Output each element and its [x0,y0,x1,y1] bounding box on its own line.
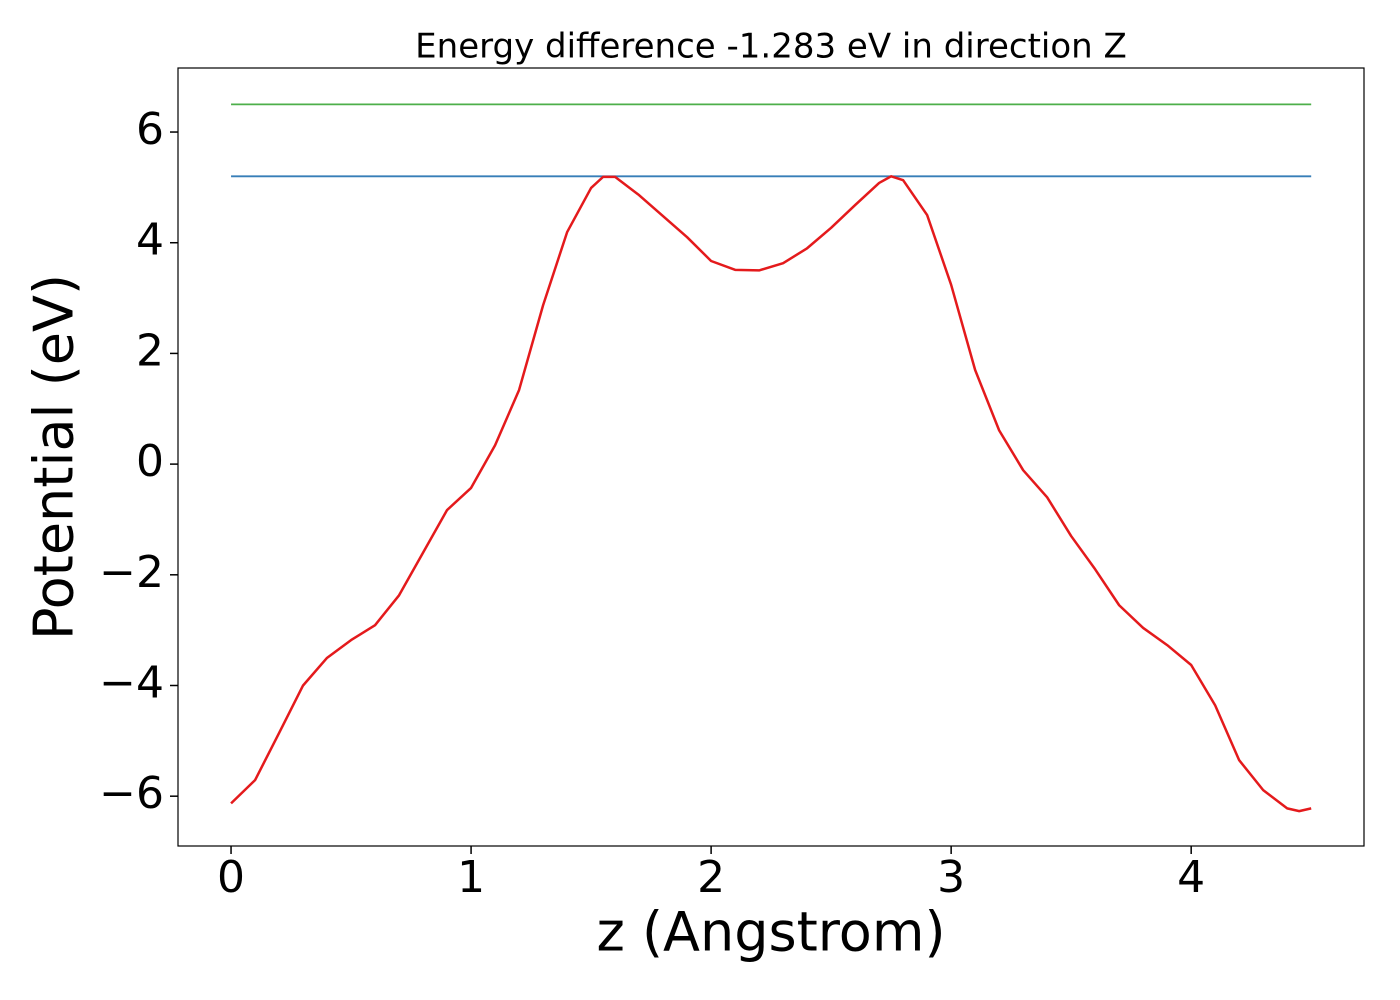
x-tick-label: 4 [1177,852,1205,903]
y-tick-label: 6 [136,104,164,155]
line-series [230,175,1312,813]
y-tick-label: 4 [136,215,164,266]
x-tick-label: 0 [217,852,245,903]
y-tick-label: −2 [99,547,164,598]
y-axis-label: Potential (eV) [23,274,86,640]
x-tick-label: 2 [697,852,725,903]
y-tick-label: −4 [99,657,164,708]
chart-title: Energy difference -1.283 eV in direction… [415,27,1127,67]
y-tick-label: −6 [99,768,164,819]
y-tick-label: 0 [136,436,164,487]
plot-frame [177,67,1365,847]
x-tick-label: 3 [937,852,965,903]
x-tick-label: 1 [457,852,485,903]
x-axis-label: z (Angstrom) [596,901,945,964]
y-tick-label: 2 [136,325,164,376]
